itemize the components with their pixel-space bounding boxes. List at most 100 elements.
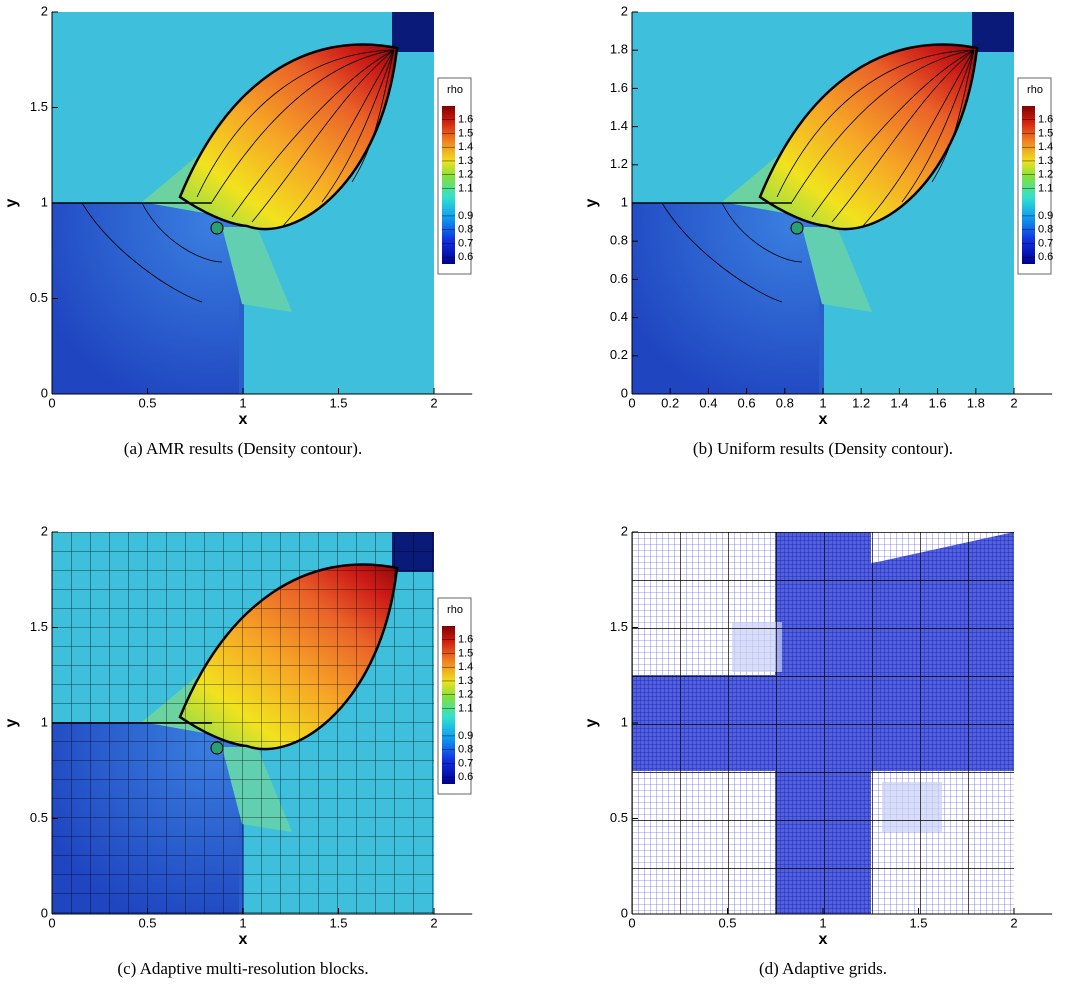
y-tick-label: 1 — [41, 194, 48, 209]
y-tick-label: 0.8 — [610, 233, 628, 248]
y-tick-label: 1.4 — [610, 118, 628, 133]
y-tick-label: 2 — [41, 3, 48, 18]
colorbar-title: rho — [447, 84, 463, 96]
caption: (d) Adaptive grids. — [759, 959, 887, 978]
colorbar-tick-label: 1.5 — [458, 127, 473, 139]
x-tick-label: 2 — [430, 915, 437, 930]
colorbar-tick-label: 0.7 — [458, 237, 473, 249]
x-tick-label: 1 — [819, 915, 826, 930]
colorbar: rho 0.6 0.70.8 0.9 1.11.2 1.3 1.4 1.51.6 — [1017, 77, 1053, 275]
y-tick-label: 0 — [41, 385, 48, 400]
colorbar-tick-label: 1.1 — [458, 182, 473, 194]
colorbar-tick-label: 0.7 — [1038, 237, 1053, 249]
y-tick-label: 0.5 — [610, 810, 628, 825]
x-tick-label: 2 — [1010, 395, 1017, 410]
colorbar-tick-label: 1.3 — [458, 155, 473, 167]
x-tick-label: 0.5 — [138, 915, 156, 930]
x-tick-label: 0.6 — [738, 395, 756, 410]
x-tick-label: 0.5 — [138, 395, 156, 410]
x-axis-label: x — [239, 411, 248, 428]
colorbar-tick-label: 1.6 — [1038, 114, 1053, 126]
y-tick-label: 2 — [621, 3, 628, 18]
y-tick-label: 0.5 — [30, 290, 48, 305]
x-tick-label: 1.4 — [890, 395, 908, 410]
colorbar-title: rho — [447, 604, 463, 616]
colorbar-tick-label: 0.7 — [458, 757, 473, 769]
x-tick-label: 0.2 — [661, 395, 679, 410]
panel-d-field — [632, 532, 1014, 914]
colorbar-tick-label: 1.3 — [1038, 155, 1053, 167]
y-tick-label: 0 — [41, 905, 48, 920]
x-tick-label: 1.6 — [929, 395, 947, 410]
x-tick-label: 1.5 — [329, 395, 347, 410]
y-tick-label: 0.5 — [30, 810, 48, 825]
x-tick-label: 1.2 — [852, 395, 870, 410]
y-axis-label: y — [3, 198, 20, 207]
colorbar-tick-label: 1.6 — [458, 114, 473, 126]
colorbar-tick-label: 0.8 — [1038, 224, 1053, 236]
colorbar-tick-label: 1.3 — [458, 675, 473, 687]
y-tick-label: 0 — [621, 905, 628, 920]
x-tick-label: 0.4 — [699, 395, 717, 410]
y-tick-label: 1 — [621, 194, 628, 209]
x-axis-label: x — [819, 931, 828, 948]
x-tick-label: 1.5 — [329, 915, 347, 930]
x-tick-label: 1 — [819, 395, 826, 410]
colorbar-tick-label: 0.6 — [458, 771, 473, 783]
colorbar-title: rho — [1027, 84, 1043, 96]
colorbar-tick-label: 1.4 — [458, 141, 473, 153]
colorbar-tick-label: 1.5 — [1038, 127, 1053, 139]
x-tick-label: 1.5 — [909, 915, 927, 930]
y-tick-label: 1.5 — [30, 99, 48, 114]
colorbar-tick-label: 0.9 — [458, 730, 473, 742]
caption: (c) Adaptive multi-resolution blocks. — [117, 959, 368, 978]
y-tick-label: 1.5 — [610, 619, 628, 634]
colorbar-tick-label: 0.8 — [458, 224, 473, 236]
x-tick-label: 1.8 — [967, 395, 985, 410]
colorbar-tick-label: 1.1 — [1038, 182, 1053, 194]
colorbar-tick-label: 1.2 — [458, 169, 473, 181]
y-tick-label: 1.5 — [30, 619, 48, 634]
y-tick-label: 1.8 — [610, 42, 628, 57]
y-axis-label: y — [583, 198, 600, 207]
colorbar-tick-label: 1.4 — [1038, 141, 1053, 153]
x-tick-label: 0 — [628, 395, 635, 410]
y-tick-label: 1 — [621, 714, 628, 729]
colorbar-tick-label: 1.2 — [1038, 169, 1053, 181]
x-tick-label: 0 — [48, 915, 55, 930]
y-tick-label: 0.6 — [610, 271, 628, 286]
y-tick-label: 2 — [621, 523, 628, 538]
colorbar: rho 0.6 0.70.8 0.9 1.11.2 1.3 1.4 1.51.6 — [437, 77, 473, 275]
y-tick-label: 1 — [41, 714, 48, 729]
colorbar-tick-label: 0.9 — [458, 210, 473, 222]
colorbar-gradient — [442, 106, 455, 264]
y-axis-label: y — [583, 718, 600, 727]
panel-b-field — [632, 12, 1014, 394]
caption: (b) Uniform results (Density contour). — [693, 439, 953, 458]
colorbar: rho 0.6 0.70.8 0.9 1.11.2 1.3 1.4 1.51.6 — [437, 597, 473, 795]
y-tick-label: 0.2 — [610, 347, 628, 362]
x-tick-label: 1 — [239, 395, 246, 410]
colorbar-tick-label: 1.6 — [458, 634, 473, 646]
panel-c-field — [52, 532, 434, 914]
x-axis-label: x — [239, 931, 248, 948]
y-tick-label: 2 — [41, 523, 48, 538]
colorbar-gradient — [442, 626, 455, 784]
y-tick-label: 1.6 — [610, 80, 628, 95]
colorbar-tick-label: 1.1 — [458, 702, 473, 714]
y-tick-label: 0 — [621, 385, 628, 400]
colorbar-tick-label: 1.2 — [458, 689, 473, 701]
colorbar-tick-label: 0.6 — [1038, 251, 1053, 263]
x-tick-label: 0 — [628, 915, 635, 930]
y-axis-label: y — [3, 718, 20, 727]
y-tick-label: 1.2 — [610, 156, 628, 171]
x-tick-label: 1 — [239, 915, 246, 930]
x-tick-label: 2 — [430, 395, 437, 410]
x-tick-label: 0 — [48, 395, 55, 410]
colorbar-tick-label: 1.4 — [458, 661, 473, 673]
x-axis-label: x — [819, 411, 828, 428]
colorbar-tick-label: 0.8 — [458, 744, 473, 756]
colorbar-tick-label: 0.6 — [458, 251, 473, 263]
caption: (a) AMR results (Density contour). — [124, 439, 362, 458]
colorbar-gradient — [1022, 106, 1035, 264]
